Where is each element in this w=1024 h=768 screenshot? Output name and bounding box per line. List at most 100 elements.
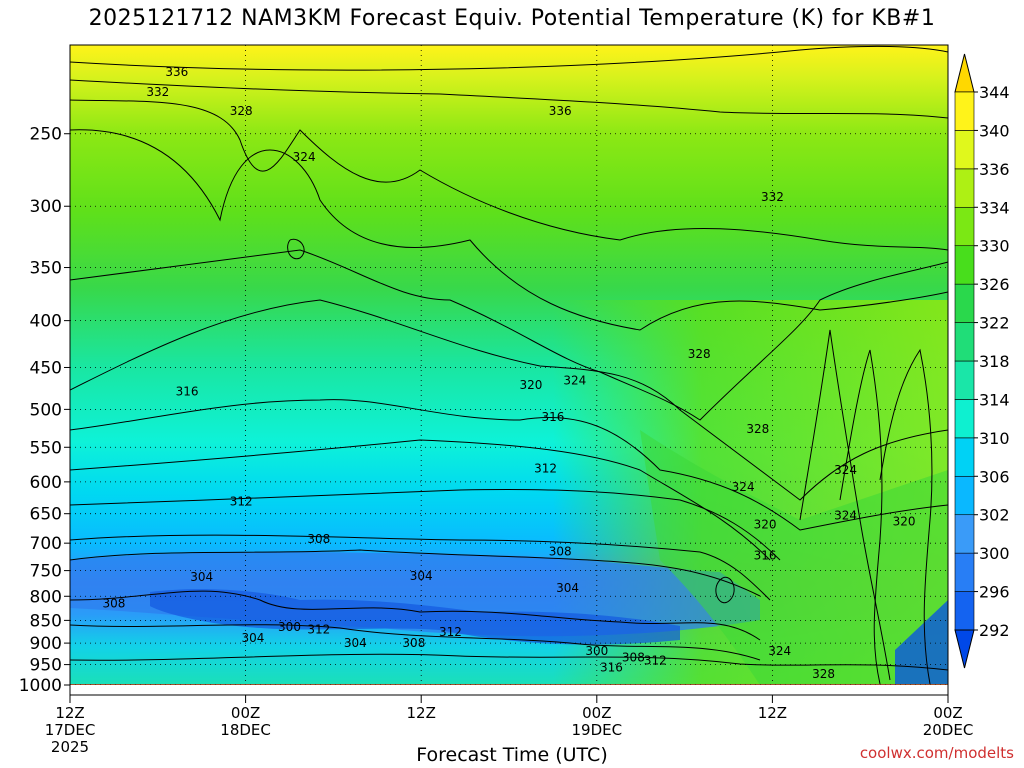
contour-label-text: 304	[241, 631, 264, 645]
contour-label-text: 312	[230, 494, 253, 508]
colorbar: 292 296 300 302 306 310 314 318 322 326 330 334 336 3…	[954, 53, 1010, 669]
x-tick-label: 18DEC	[220, 721, 271, 739]
contour-line	[70, 549, 761, 597]
ground-strip	[70, 684, 948, 685]
colorbar-label: 306	[979, 467, 1010, 486]
contour-label-text: 328	[746, 422, 769, 436]
contour-label-text: 324	[834, 509, 857, 523]
contour-label-text: 320	[519, 378, 542, 392]
contour-label-text: 312	[439, 625, 462, 639]
contour-line	[70, 45, 948, 71]
contour-label-text: 324	[732, 480, 755, 494]
contour-line	[70, 399, 948, 531]
colorbar-label: 296	[979, 583, 1010, 602]
chart-title: 2025121712 NAM3KM Forecast Equiv. Potent…	[88, 6, 936, 31]
contour-lines	[70, 45, 948, 685]
x-tick-label: 00Z	[582, 704, 611, 722]
contour-label-text: 332	[761, 190, 784, 204]
y-tick-label: 350	[30, 259, 62, 279]
contour-label: 328	[230, 104, 253, 118]
contour-line	[70, 439, 771, 561]
contour-label: 312	[644, 653, 667, 667]
right-side-green-plume	[640, 430, 948, 685]
low-level-dark-blue-core	[150, 589, 680, 645]
plot-frame	[69, 44, 949, 696]
contour-label: 328	[688, 347, 711, 361]
contour-line	[287, 238, 305, 260]
contour-label-text: 308	[402, 636, 425, 650]
contour-label-text: 336	[165, 65, 188, 79]
colorbar-top-arrow	[954, 53, 975, 93]
contour-label: 336	[549, 104, 572, 118]
x-tick-label: 2025	[51, 738, 89, 756]
contour-label: 304	[344, 636, 367, 650]
colorbar-swatch	[954, 514, 975, 554]
contour-label: 308	[402, 636, 425, 650]
colorbar-label: 310	[979, 429, 1010, 448]
colorbar-swatch	[954, 168, 975, 208]
colorbar-swatch	[954, 475, 975, 516]
contour-line	[879, 348, 933, 685]
contour-label-text: 300	[585, 644, 608, 658]
contour-label: 316	[176, 384, 199, 398]
colorbar-swatch	[954, 283, 975, 323]
contour-label: 304	[410, 569, 433, 583]
contour-label-text: 316	[541, 410, 564, 424]
contour-label: 312	[439, 625, 462, 639]
contour-label: 304	[241, 631, 264, 645]
colorbar-swatch	[954, 360, 975, 400]
contour-label: 320	[754, 518, 777, 532]
contour-label-text: 308	[549, 545, 572, 559]
grid-lines	[70, 45, 948, 685]
contour-label-text: 324	[563, 374, 586, 388]
y-tick-label: 300	[30, 197, 62, 217]
contour-label: 312	[534, 461, 557, 475]
credit-text: coolwx.com/modelts	[859, 744, 1014, 762]
contour-line	[70, 624, 761, 661]
y-tick-label: 1000	[19, 676, 62, 696]
colorbar-label: 340	[979, 121, 1010, 140]
contour-label-text: 312	[534, 461, 557, 475]
y-tick-label: 600	[30, 473, 62, 493]
contour-label-text: 308	[307, 532, 330, 546]
contour-line	[70, 299, 948, 501]
contour-line	[70, 129, 948, 331]
contour-label-text: 316	[600, 661, 623, 675]
x-tick-label: 12Z	[407, 704, 436, 722]
x-tick-label: 19DEC	[572, 721, 623, 739]
colorbar-swatch	[954, 399, 975, 439]
contour-label: 324	[834, 509, 857, 523]
contour-label: 324	[768, 644, 791, 658]
contour-label: 316	[541, 410, 564, 424]
x-tick-label: 17DEC	[45, 721, 96, 739]
contour-label: 308	[622, 650, 645, 664]
contour-label: 300	[585, 644, 608, 658]
y-tick-label: 900	[30, 634, 62, 654]
y-tick-label: 750	[30, 562, 62, 582]
colorbar-label: 302	[979, 506, 1010, 525]
contour-line	[715, 577, 735, 603]
contour-line	[70, 99, 948, 251]
contour-label-text: 324	[834, 463, 857, 477]
contour-label: 308	[102, 597, 125, 611]
contour-label: 312	[307, 623, 330, 637]
colorbar-swatch	[954, 245, 975, 285]
colorbar-label: 322	[979, 314, 1010, 333]
colorbar-label: 300	[979, 544, 1010, 563]
contour-label-text: 312	[644, 653, 667, 667]
contour-label-text: 300	[278, 620, 301, 634]
colorbar-label: 334	[979, 198, 1010, 217]
contour-line	[70, 489, 781, 561]
contour-label: 312	[230, 494, 253, 508]
x-tick-label: 12Z	[55, 704, 84, 722]
colorbar-label: 314	[979, 390, 1010, 409]
colorbar-swatch	[954, 130, 975, 170]
contour-label-text: 328	[688, 347, 711, 361]
contour-label-text: 320	[754, 518, 777, 532]
colorbar-label: 344	[979, 83, 1010, 102]
y-tick-label: 500	[30, 400, 62, 420]
contour-label: 324	[834, 463, 857, 477]
contour-label-text: 316	[754, 548, 777, 562]
contour-label-text: 324	[768, 644, 791, 658]
